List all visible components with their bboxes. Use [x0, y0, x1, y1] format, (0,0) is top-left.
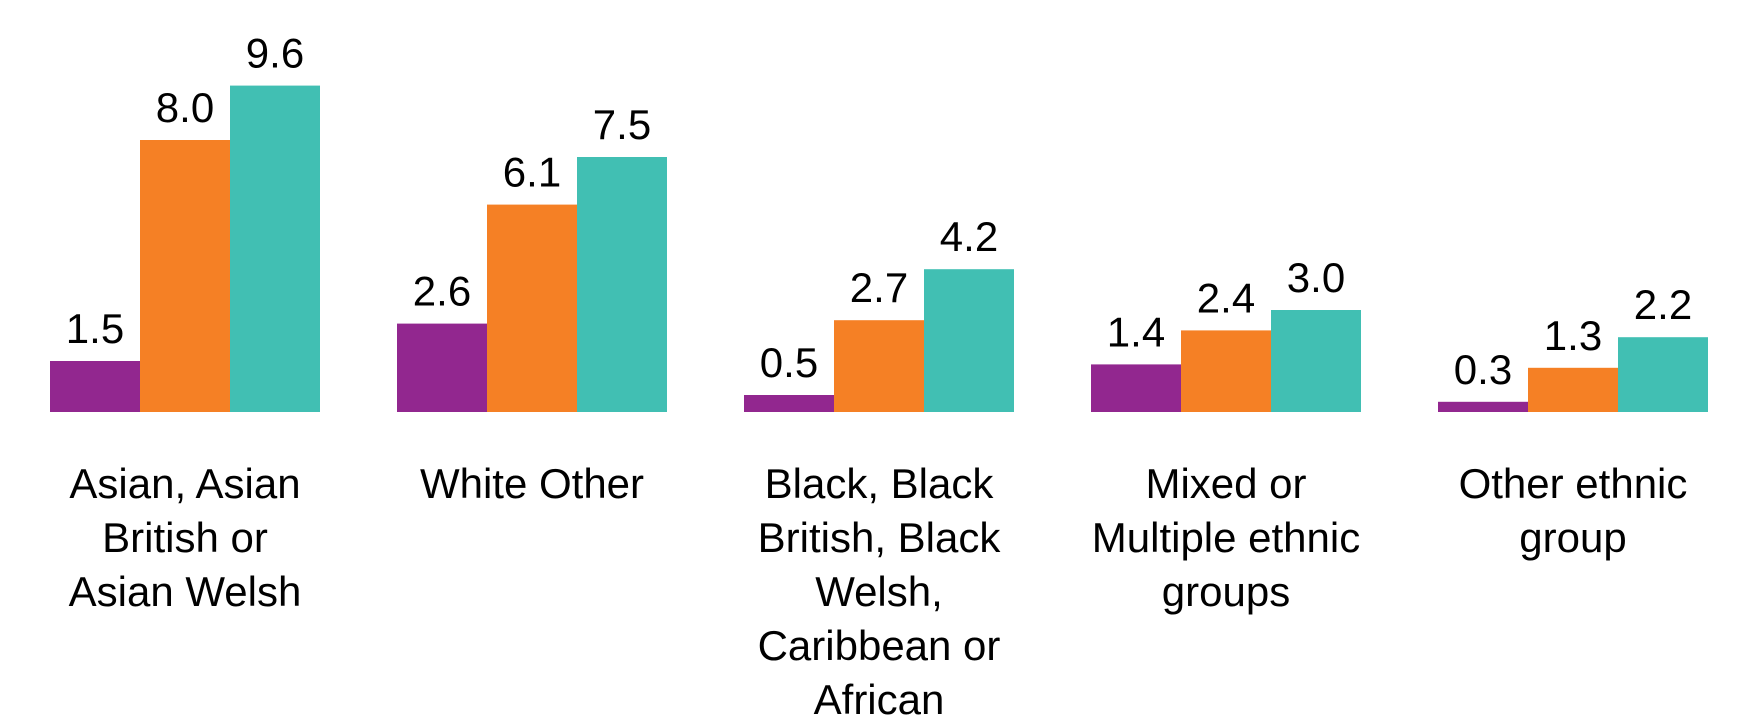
data-label-s2-c1: 7.5: [593, 101, 651, 148]
category-label-c2-line4: African: [814, 676, 945, 723]
data-label-s1-c3: 2.4: [1197, 274, 1255, 321]
category-label-c3-line0: Mixed or: [1145, 460, 1306, 507]
category-label-c0-line2: Asian Welsh: [69, 568, 302, 615]
bar-s1-c3: [1181, 330, 1271, 412]
bar-s0-c0: [50, 361, 140, 412]
category-label-c3-line2: groups: [1162, 568, 1290, 615]
bar-s2-c0: [230, 85, 320, 412]
data-label-s0-c4: 0.3: [1454, 346, 1512, 393]
bar-s0-c4: [1438, 401, 1528, 412]
data-label-s2-c2: 4.2: [940, 213, 998, 260]
category-label-c0-line1: British or: [102, 514, 268, 561]
bar-s1-c0: [140, 140, 230, 412]
data-label-s0-c1: 2.6: [413, 268, 471, 315]
data-label-s2-c0: 9.6: [246, 30, 304, 77]
category-label-c2-line2: Welsh,: [815, 568, 943, 615]
value-labels-group: 1.5 8.0 9.6 2.6 6.1 7.5 0.5 2.7 4.2 1.4 2.4 3.0 0.3 1…: [66, 30, 1692, 393]
data-label-s1-c4: 1.3: [1544, 312, 1602, 359]
category-label-c2-line3: Caribbean or: [758, 622, 1001, 669]
bar-s0-c3: [1091, 364, 1181, 412]
bar-s0-c2: [744, 395, 834, 412]
bar-s1-c2: [834, 320, 924, 412]
data-label-s0-c3: 1.4: [1107, 308, 1165, 355]
data-label-s0-c0: 1.5: [66, 305, 124, 352]
category-labels-group: Asian, Asian British or Asian Welsh White O…: [69, 460, 1688, 723]
bar-s2-c1: [577, 157, 667, 412]
data-label-s1-c2: 2.7: [850, 264, 908, 311]
category-label-c0-line0: Asian, Asian: [69, 460, 300, 507]
category-label-c1-line0: White Other: [420, 460, 644, 507]
data-label-s1-c1: 6.1: [503, 149, 561, 196]
category-label-c2-line1: British, Black: [758, 514, 1002, 561]
category-label-c4-line0: Other ethnic: [1459, 460, 1688, 507]
data-label-s2-c3: 3.0: [1287, 254, 1345, 301]
data-label-s2-c4: 2.2: [1634, 281, 1692, 328]
bar-s1-c4: [1528, 367, 1618, 412]
bar-s0-c1: [397, 323, 487, 412]
bar-s2-c3: [1271, 310, 1361, 412]
bar-s1-c1: [487, 204, 577, 412]
data-label-s1-c0: 8.0: [156, 84, 214, 131]
category-label-c4-line1: group: [1519, 514, 1626, 561]
category-label-c3-line1: Multiple ethnic: [1092, 514, 1360, 561]
data-label-s0-c2: 0.5: [760, 339, 818, 386]
bar-s2-c2: [924, 269, 1014, 412]
bars-group: [50, 85, 1708, 412]
bar-s2-c4: [1618, 337, 1708, 412]
category-label-c2-line0: Black, Black: [765, 460, 995, 507]
